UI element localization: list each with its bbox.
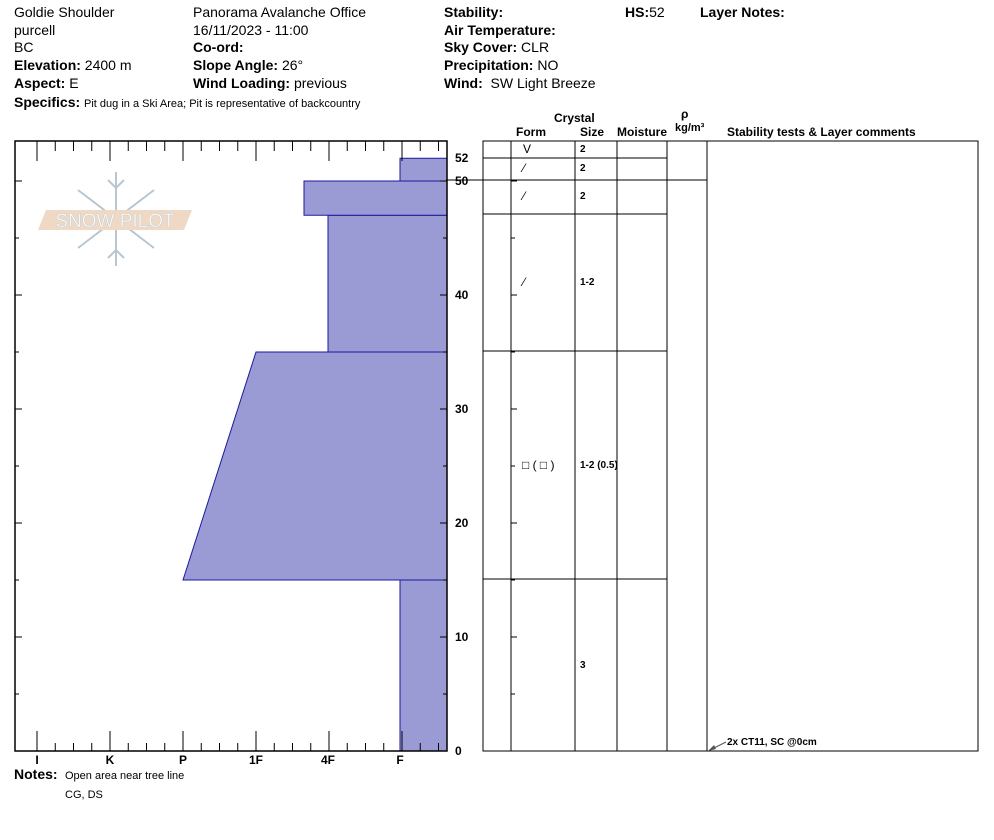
moisture-header: Moisture <box>617 125 668 139</box>
aspect: Aspect: E <box>14 75 79 91</box>
notes-line: Open area near tree line <box>65 770 185 782</box>
hardness-layer <box>303 180 448 216</box>
stability-label: Stability: <box>444 4 504 20</box>
size-header: Size <box>580 125 605 139</box>
grain-size: 1-2 (0.5) <box>580 460 618 471</box>
specifics-value: Pit dug in a Ski Area; Pit is representa… <box>84 98 361 110</box>
range: purcell <box>14 22 56 38</box>
location: Goldie Shoulder <box>14 4 115 20</box>
grain-size: 2 <box>580 163 586 174</box>
arrow-head-icon <box>708 745 716 751</box>
specifics-label: Specifics: <box>14 94 81 110</box>
hs: HS:52 <box>625 4 665 20</box>
precip-value: NO <box>537 57 559 73</box>
grain-form: ⁄ <box>523 275 526 289</box>
wind: Wind: SW Light Breeze <box>444 75 596 91</box>
notes-line: CG, DS <box>65 789 103 801</box>
hardness-layer <box>182 351 448 581</box>
x-tick-label: P <box>178 753 187 767</box>
comments-header: Stability tests & Layer comments <box>727 125 916 139</box>
grain-size: 3 <box>580 660 586 671</box>
y-tick-label: 30 <box>455 402 469 416</box>
operation: Panorama Avalanche Office <box>193 4 367 20</box>
wind-loading: Wind Loading: previous <box>193 75 347 91</box>
grain-form: ⁄ <box>523 161 526 175</box>
hardness-layer <box>399 157 448 182</box>
precip-label: Precipitation: <box>444 57 534 73</box>
table-frame <box>482 140 979 752</box>
x-tick-label: I <box>35 753 39 767</box>
form-header: Form <box>516 125 546 139</box>
x-tick-label: 4F <box>320 753 335 767</box>
crystal-header: Crystal <box>554 111 595 125</box>
grain-size: 1-2 <box>580 277 595 288</box>
coord-label: Co-ord: <box>193 39 244 55</box>
elevation-label: Elevation: <box>14 57 81 73</box>
hs-value: 52 <box>649 4 665 20</box>
hardness-layer <box>399 579 448 752</box>
y-tick-label: 50 <box>455 174 469 188</box>
hardness-layer <box>327 214 448 353</box>
x-tick-label: K <box>105 753 115 767</box>
air-temp-label: Air Temperature: <box>444 22 556 38</box>
wind-value: SW Light Breeze <box>490 75 596 91</box>
hs-label: HS: <box>625 4 650 20</box>
aspect-value: E <box>69 75 79 91</box>
y-tick-label: 0 <box>455 744 462 758</box>
layer-notes-label: Layer Notes: <box>700 4 785 20</box>
aspect-label: Aspect: <box>14 75 66 91</box>
state: BC <box>14 39 34 55</box>
stability-test-comment: 2x CT11, SC @0cm <box>727 737 817 748</box>
density-header: kg/m³ <box>675 122 705 134</box>
wind-loading-value: previous <box>293 75 347 91</box>
elevation: Elevation: 2400 m <box>14 57 132 73</box>
sky-label: Sky Cover: <box>444 39 518 55</box>
specifics: Specifics: Pit dug in a Ski Area; Pit is… <box>14 94 360 112</box>
y-tick-label: 40 <box>455 288 469 302</box>
precipitation: Precipitation: NO <box>444 57 558 73</box>
slope-label: Slope Angle: <box>193 57 279 73</box>
elevation-value: 2400 m <box>84 57 132 73</box>
grain-form: V <box>523 141 532 156</box>
slope-angle: Slope Angle: 26° <box>193 57 303 73</box>
rho-header: ρ <box>681 107 689 121</box>
datetime: 16/11/2023 - 11:00 <box>193 22 309 38</box>
wind-label: Wind: <box>444 75 483 91</box>
grain-form: ⁄ <box>523 189 526 203</box>
notes-label: Notes: <box>14 766 58 782</box>
y-tick-label: 10 <box>455 630 469 644</box>
x-tick-label: F <box>396 753 404 767</box>
y-tick-label: 20 <box>455 516 469 530</box>
chart-frame <box>14 140 448 752</box>
grain-size: 2 <box>580 191 586 202</box>
wind-loading-label: Wind Loading: <box>193 75 291 91</box>
grain-form: □ ( □ ) <box>522 458 555 472</box>
sky-cover: Sky Cover: CLR <box>444 39 549 55</box>
sky-value: CLR <box>521 39 550 55</box>
grain-size: 2 <box>580 143 586 155</box>
x-tick-label: 1F <box>248 753 263 767</box>
slope-value: 26° <box>281 57 304 73</box>
y-tick-label: 52 <box>455 151 469 166</box>
